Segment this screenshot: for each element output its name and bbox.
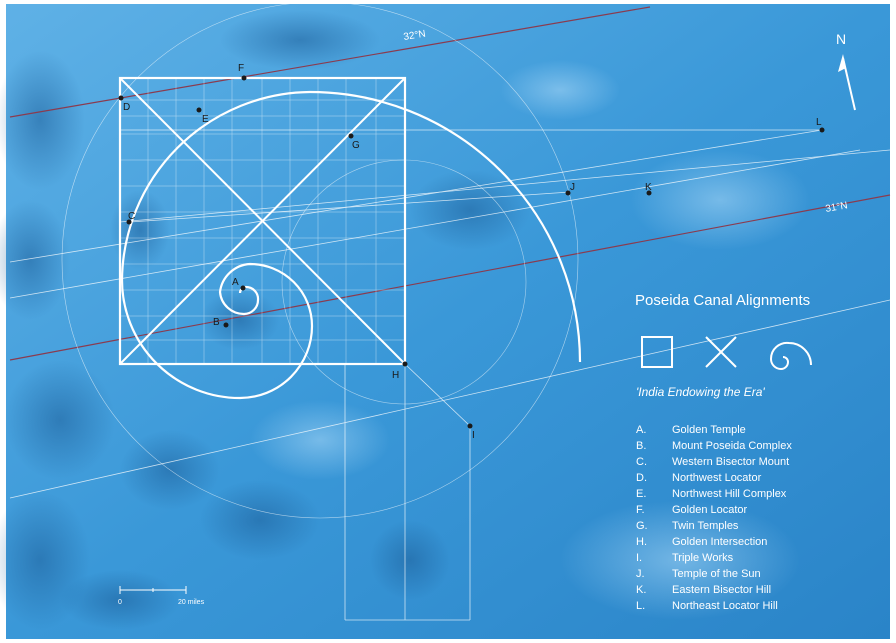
svg-text:D: D: [123, 102, 130, 113]
legend-item-name: Golden Locator: [672, 504, 748, 516]
legend-item-name: Northeast Locator Hill: [672, 600, 778, 612]
x-cross-icon: [705, 336, 737, 368]
scale-bar-end: 20 miles: [178, 599, 205, 606]
legend-item-letter: L.: [636, 600, 645, 612]
inner-circle: [281, 159, 527, 405]
svg-text:F: F: [238, 63, 244, 74]
latitude-label-31n: 31°N: [825, 200, 849, 215]
spiral-icon: [769, 341, 812, 371]
site-marker-h: H: [392, 361, 408, 381]
latitude-line-31n: [9, 194, 891, 361]
site-marker-f: F: [238, 63, 247, 81]
legend-item-letter: H.: [636, 536, 647, 548]
svg-text:I: I: [472, 430, 475, 441]
latitude-label-32n: 32°N: [403, 29, 427, 43]
svg-text:E: E: [202, 114, 209, 125]
site-marker-c: C: [126, 211, 135, 225]
svg-text:J: J: [570, 182, 575, 193]
north-arrow-icon: [838, 54, 846, 72]
square-icon: [641, 336, 673, 368]
scale-bar-start: 0: [118, 599, 122, 606]
legend-item-letter: D.: [636, 472, 647, 484]
legend-item-name: Golden Intersection: [672, 536, 767, 548]
scale-bar: 0 20 miles: [118, 586, 205, 606]
latitude-lines: [9, 6, 891, 361]
legend-item-name: Western Bisector Mount: [672, 456, 789, 468]
legend-item-letter: C.: [636, 456, 647, 468]
latitude-line-32n: [9, 6, 651, 118]
svg-text:B: B: [213, 317, 220, 328]
legend-item-name: Triple Works: [672, 552, 734, 564]
site-marker-k: K: [645, 182, 652, 196]
site-marker-a: A: [232, 277, 246, 291]
svg-text:C: C: [128, 211, 135, 222]
site-marker-l: L: [816, 117, 825, 133]
site-marker-j: J: [565, 182, 575, 196]
legend-item-letter: B.: [636, 440, 646, 452]
svg-text:A: A: [232, 277, 239, 288]
legend-item-name: Temple of the Sun: [672, 568, 761, 580]
site-marker-d: D: [118, 95, 130, 113]
site-marker-b: B: [213, 317, 229, 328]
outer-circle: [61, 1, 579, 519]
legend-item-name: Northwest Hill Complex: [672, 488, 787, 500]
site-markers: A B C D E F G H: [118, 63, 825, 441]
legend-subtitle: 'India Endowing the Era': [636, 385, 765, 399]
svg-text:G: G: [352, 140, 360, 151]
square-diagonal-2: [119, 77, 406, 365]
golden-square: [118, 76, 407, 366]
alignment-lines: [9, 129, 891, 621]
legend-item-letter: I.: [636, 552, 642, 564]
legend-item-letter: A.: [636, 424, 646, 436]
svg-text:H: H: [392, 370, 399, 381]
north-arrow: N: [836, 31, 856, 111]
site-marker-e: E: [196, 107, 209, 125]
legend-item-letter: J.: [636, 568, 645, 580]
legend-item-name: Twin Temples: [672, 520, 739, 532]
legend-item-name: Golden Temple: [672, 424, 746, 436]
legend-item-name: Eastern Bisector Hill: [672, 584, 771, 596]
legend-list: A. Golden Temple B. Mount Poseida Comple…: [636, 424, 792, 612]
golden-spiral: [120, 90, 582, 400]
legend: Poseida Canal Alignments 'India Endowing…: [635, 292, 812, 612]
svg-text:K: K: [645, 182, 652, 193]
legend-item-letter: G.: [636, 520, 648, 532]
north-arrow-label: N: [836, 31, 846, 47]
legend-item-name: Northwest Locator: [672, 472, 762, 484]
site-marker-g: G: [348, 133, 360, 151]
legend-item-letter: E.: [636, 488, 646, 500]
legend-item-letter: K.: [636, 584, 646, 596]
svg-text:L: L: [816, 117, 822, 128]
legend-item-name: Mount Poseida Complex: [672, 440, 792, 452]
legend-item-letter: F.: [636, 504, 645, 516]
legend-title: Poseida Canal Alignments: [635, 292, 810, 309]
site-marker-i: I: [467, 423, 475, 441]
